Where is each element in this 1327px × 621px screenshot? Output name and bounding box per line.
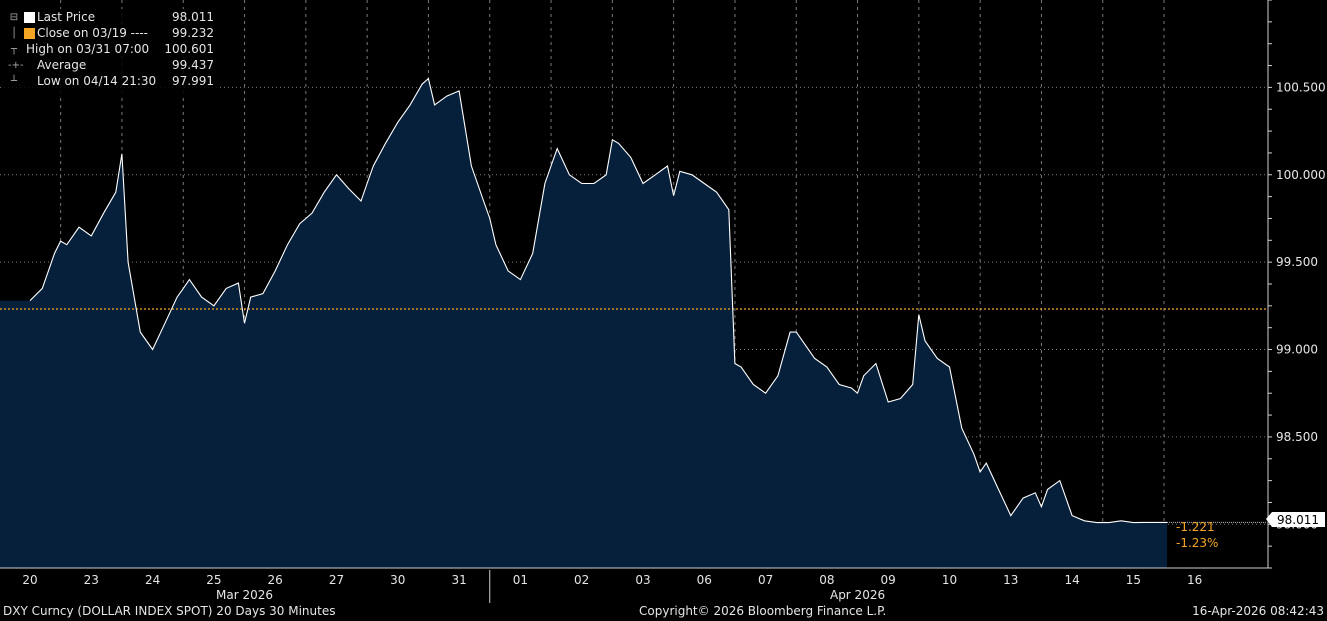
x-tick-label: 14	[1064, 573, 1079, 587]
legend-average-label: Average	[37, 58, 87, 72]
x-tick-label: 26	[268, 573, 283, 587]
high-marker-icon: ┬	[10, 44, 18, 55]
legend-low-label: Low on 04/14 21:30	[37, 74, 157, 88]
legend-row-average: -+- Average 99.437	[4, 57, 218, 73]
footer-copyright: Copyright© 2026 Bloomberg Finance L.P.	[639, 604, 887, 618]
x-tick-label: 20	[22, 573, 37, 587]
footer-timestamp: 16-Apr-2026 08:42:43	[1192, 604, 1324, 618]
chart-legend: ⊟ Last Price 98.011 │ Close on 03/19 ---…	[4, 9, 218, 94]
last-price-line	[29, 77, 1168, 524]
x-tick-label: 01	[513, 573, 528, 587]
y-tick-label: 99.000	[1276, 343, 1318, 357]
change-absolute: -1.221	[1176, 520, 1215, 534]
y-tick-label: 98.500	[1276, 430, 1318, 444]
last-price-swatch	[24, 12, 35, 23]
x-tick-label: 30	[390, 573, 405, 587]
legend-high-label: High on 03/31 07:00	[26, 42, 150, 56]
x-tick-label: 27	[329, 573, 344, 587]
collapse-icon[interactable]: ⊟	[9, 12, 19, 23]
last-value-label: 98.011	[1277, 513, 1319, 527]
legend-row-last-price: ⊟ Last Price 98.011	[4, 9, 218, 25]
x-tick-label: 25	[206, 573, 221, 587]
x-tick-label: 31	[451, 573, 466, 587]
legend-row-high: ┬ High on 03/31 07:00 100.601	[4, 41, 218, 57]
legend-row-low: ┴ Low on 04/14 21:30 97.991	[4, 73, 218, 89]
footer-ticker-description: DXY Curncy (DOLLAR INDEX SPOT) 20 Days 3…	[3, 604, 336, 618]
x-tick-label: 07	[758, 573, 773, 587]
legend-high-value: 100.601	[164, 42, 214, 56]
x-tick-label: 08	[819, 573, 834, 587]
average-marker-icon: -+-	[8, 60, 24, 71]
x-tick-label: 03	[635, 573, 650, 587]
legend-last-price-label: Last Price	[37, 10, 96, 24]
legend-close-label: Close on 03/19 ----	[37, 26, 148, 40]
legend-low-value: 97.991	[172, 74, 214, 88]
x-month-label: Mar 2026	[216, 588, 273, 602]
x-tick-label: 16	[1187, 573, 1202, 587]
x-tick-label: 02	[574, 573, 589, 587]
x-axis: 20 23 24 25 26 27 30 31 01 02 03 06 07 08 09 10 13 14 15 16…	[0, 567, 1268, 603]
x-tick-label: 24	[145, 573, 160, 587]
last-value-tag: 98.011	[1266, 512, 1325, 527]
x-tick-label: 23	[84, 573, 99, 587]
x-tick-label: 10	[942, 573, 957, 587]
legend-last-price-value: 98.011	[172, 10, 214, 24]
price-area-fill	[0, 78, 1168, 568]
y-tick-label: 99.500	[1276, 255, 1318, 269]
x-month-label: Apr 2026	[830, 588, 885, 602]
close-swatch	[24, 28, 35, 39]
x-tick-label: 09	[881, 573, 896, 587]
tree-branch-icon: │	[10, 28, 18, 39]
y-tick-label: 100.000	[1276, 168, 1326, 182]
legend-close-value: 99.232	[172, 26, 214, 40]
legend-row-close: │ Close on 03/19 ---- 99.232	[4, 25, 218, 41]
change-percent: -1.23%	[1176, 536, 1218, 550]
x-tick-label: 06	[697, 573, 712, 587]
legend-average-value: 99.437	[172, 58, 214, 72]
low-marker-icon: ┴	[10, 76, 18, 87]
x-tick-label: 13	[1003, 573, 1018, 587]
x-tick-label: 15	[1126, 573, 1141, 587]
y-tick-label: 100.500	[1276, 80, 1326, 94]
